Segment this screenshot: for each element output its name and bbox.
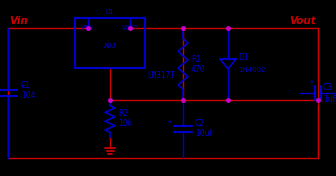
Text: VIN: VIN — [81, 25, 94, 31]
Bar — [75, 18, 145, 68]
Text: C1: C1 — [21, 80, 31, 90]
Text: U1: U1 — [106, 9, 114, 15]
Text: 1N4002: 1N4002 — [238, 67, 265, 73]
Text: D1: D1 — [238, 54, 249, 62]
Text: R1: R1 — [191, 55, 201, 64]
Text: +: + — [308, 79, 314, 85]
Text: 1uf: 1uf — [323, 95, 335, 103]
Text: Vout: Vout — [289, 16, 316, 26]
Text: Vin: Vin — [9, 16, 28, 26]
Text: 10k: 10k — [118, 120, 132, 128]
Text: 470: 470 — [191, 64, 206, 74]
Text: +: + — [19, 83, 25, 89]
Text: R2: R2 — [118, 109, 128, 118]
Text: +: + — [166, 119, 172, 125]
Text: C2: C2 — [195, 120, 205, 128]
Text: VOUT: VOUT — [122, 25, 139, 31]
Text: LM317T: LM317T — [147, 71, 175, 80]
Text: ADJ: ADJ — [103, 43, 116, 49]
Text: 104: 104 — [21, 92, 36, 100]
Text: C3: C3 — [323, 83, 333, 92]
Text: 10uf: 10uf — [195, 130, 212, 139]
